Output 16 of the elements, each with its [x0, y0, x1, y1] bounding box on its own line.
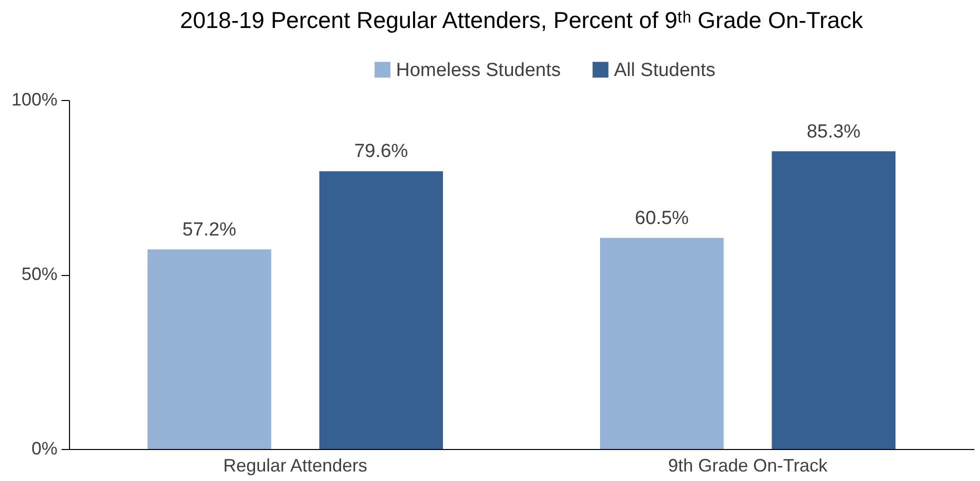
data-label: 57.2%: [182, 219, 236, 240]
chart-title: 2018-19 Percent Regular Attenders, Percent of 9ᵗʰ Grade On-Track: [180, 7, 864, 33]
bar: [600, 238, 724, 449]
data-label: 85.3%: [806, 121, 861, 142]
y-tick-label: 100%: [11, 90, 58, 110]
data-label: 79.6%: [354, 141, 408, 162]
y-tick-label: 0%: [31, 438, 58, 458]
bar: [148, 249, 272, 449]
bar: [319, 171, 443, 449]
bar: [772, 151, 896, 449]
legend-label: All Students: [614, 60, 716, 81]
data-label: 60.5%: [634, 208, 689, 229]
y-tick-label: 50%: [21, 264, 58, 284]
x-tick-label: 9th Grade On-Track: [668, 456, 828, 476]
legend-label: Homeless Students: [396, 60, 561, 81]
x-tick-label: Regular Attenders: [223, 456, 368, 476]
